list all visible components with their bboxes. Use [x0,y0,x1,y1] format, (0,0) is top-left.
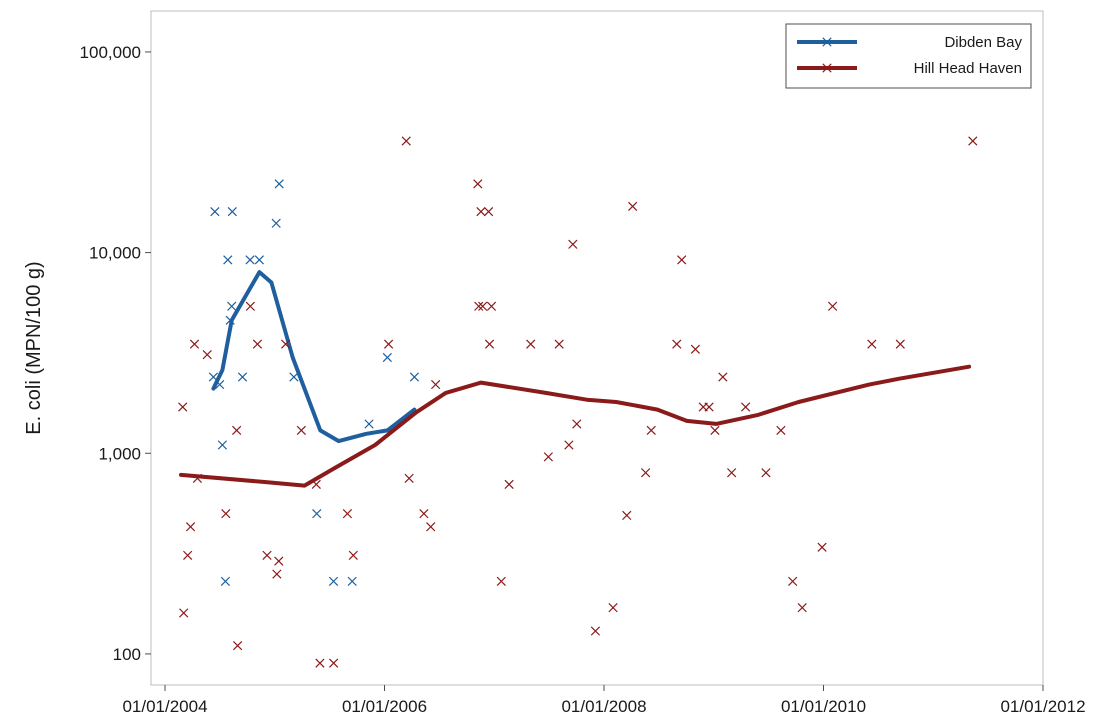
y-tick-label: 100 [113,645,141,664]
x-tick-label: 01/01/2008 [561,697,646,716]
x-tick-label: 01/01/2010 [781,697,866,716]
x-tick-label: 01/01/2006 [342,697,427,716]
y-tick-label: 1,000 [98,444,141,463]
y-tick-label: 10,000 [89,244,141,263]
y-axis-title: E. coli (MPN/100 g) [23,261,45,434]
x-tick-label: 01/01/2004 [122,697,207,716]
legend-label: Dibden Bay [944,34,1022,51]
plot-area [151,11,1043,685]
y-axis: 100 1,000 10,000 100,000 [80,43,151,664]
x-tick-label: 01/01/2012 [1000,697,1085,716]
x-axis: 01/01/2004 01/01/2006 01/01/2008 01/01/2010… [122,685,1085,716]
y-tick-label: 100,000 [80,43,141,62]
legend-label: Hill Head Haven [914,60,1022,77]
legend: Dibden Bay Hill Head Haven [786,24,1031,88]
